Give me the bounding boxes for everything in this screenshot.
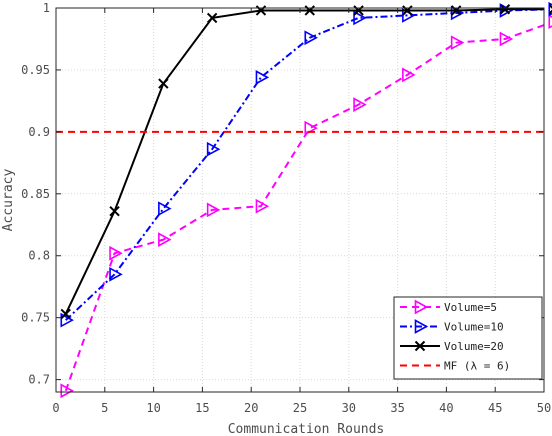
legend: Volume=5 Volume=10 Volume=20 MF (λ = 6) bbox=[393, 296, 543, 380]
data-point bbox=[206, 12, 218, 24]
data-point bbox=[548, 4, 552, 15]
data-point bbox=[60, 312, 74, 328]
legend-label: Volume=20 bbox=[444, 340, 504, 353]
series-line bbox=[64, 24, 544, 392]
data-point bbox=[353, 5, 364, 16]
data-point bbox=[450, 5, 462, 16]
data-point bbox=[353, 10, 367, 26]
data-point bbox=[206, 141, 221, 157]
legend-marker bbox=[414, 319, 429, 334]
data-point bbox=[109, 205, 120, 217]
x-tick-label: 30 bbox=[342, 401, 356, 415]
legend-label: MF (λ = 6) bbox=[444, 360, 510, 373]
x-tick-label: 10 bbox=[146, 401, 160, 415]
data-point bbox=[548, 1, 552, 17]
data-point bbox=[158, 78, 169, 89]
x-tick-label: 0 bbox=[52, 401, 59, 415]
tick-labels: 0 5 10 15 20 25 30 35 40 45 50 0.7 0.75 0.8 0.85 0.9 0.9… bbox=[21, 1, 551, 415]
series-1 bbox=[60, 14, 552, 399]
legend-marker bbox=[414, 340, 426, 352]
x-tick-label: 40 bbox=[439, 401, 453, 415]
x-tick-label: 15 bbox=[195, 401, 209, 415]
data-point bbox=[353, 97, 367, 112]
series-layer bbox=[56, 1, 552, 399]
ticks bbox=[55, 7, 545, 392]
x-tick-label: 45 bbox=[488, 401, 502, 415]
y-tick-label: 0.85 bbox=[21, 187, 50, 201]
y-tick-label: 1 bbox=[43, 1, 50, 15]
data-point bbox=[109, 266, 123, 282]
y-tick-label: 0.9 bbox=[28, 125, 50, 139]
data-point bbox=[499, 31, 514, 47]
x-tick-label: 25 bbox=[293, 401, 307, 415]
y-tick-label: 0.75 bbox=[21, 311, 50, 325]
y-tick-label: 0.7 bbox=[28, 373, 50, 387]
data-point bbox=[60, 383, 74, 399]
data-point bbox=[402, 5, 413, 16]
series-line bbox=[65, 8, 544, 321]
legend-entry: Volume=10 bbox=[400, 319, 504, 334]
data-point bbox=[548, 14, 552, 29]
data-point bbox=[60, 308, 71, 320]
legend-label: Volume=5 bbox=[444, 301, 497, 314]
legend-entry: Volume=20 bbox=[400, 340, 504, 353]
series-3 bbox=[60, 4, 552, 320]
data-point bbox=[402, 67, 416, 83]
data-point bbox=[450, 35, 465, 51]
legend-marker bbox=[414, 299, 429, 315]
data-point bbox=[304, 30, 318, 46]
x-tick-label: 50 bbox=[537, 401, 551, 415]
data-point bbox=[206, 202, 221, 218]
x-tick-label: 20 bbox=[244, 401, 258, 415]
data-point bbox=[255, 198, 270, 214]
data-point bbox=[304, 5, 315, 16]
y-axis-title: Accuracy bbox=[1, 169, 16, 232]
x-tick-label: 35 bbox=[390, 401, 404, 415]
y-tick-label: 0.95 bbox=[21, 63, 50, 77]
data-point bbox=[158, 232, 172, 247]
y-tick-label: 0.8 bbox=[28, 249, 50, 263]
legend-entry: Volume=5 bbox=[400, 299, 497, 315]
x-axis-title: Communication Rounds bbox=[228, 422, 385, 436]
legend-entry: MF (λ = 6) bbox=[400, 360, 510, 373]
data-point bbox=[255, 70, 270, 85]
data-point bbox=[255, 5, 267, 16]
data-point bbox=[158, 201, 172, 217]
data-point bbox=[499, 4, 511, 15]
x-tick-label: 5 bbox=[101, 401, 108, 415]
legend-label: Volume=10 bbox=[444, 321, 504, 334]
data-point bbox=[109, 245, 123, 261]
